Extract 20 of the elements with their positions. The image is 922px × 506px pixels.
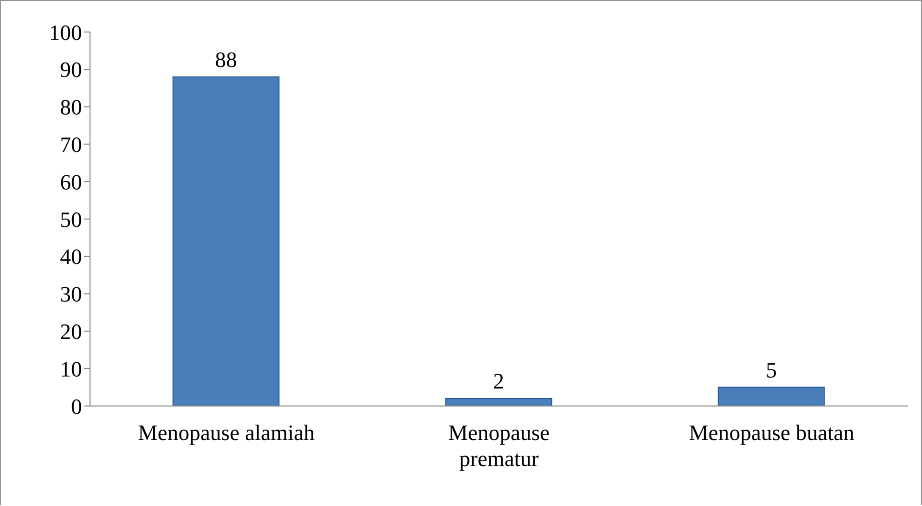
y-tick-label: 50 [60,206,82,232]
y-tick-label: 40 [60,244,82,270]
y-tick-label: 20 [60,319,82,344]
y-tick-label: 30 [60,282,82,307]
data-label: 88 [215,46,237,72]
bar [445,398,552,406]
data-label: 2 [493,368,504,394]
y-tick-label: 10 [60,356,82,382]
y-tick-label: 100 [49,20,82,45]
y-tick-label: 70 [60,132,82,158]
data-label: 5 [766,357,777,382]
x-tick-label: Menopause prematur [448,420,550,471]
y-tick-label: 80 [60,94,82,120]
x-tick-label: Menopause buatan [688,420,854,445]
bar [172,76,280,406]
y-tick-label: 60 [60,169,82,194]
bar [718,386,825,406]
x-tick-label: Menopause alamiah [138,420,315,445]
y-tick-label: 90 [60,57,82,82]
y-tick-label: 0 [71,394,82,419]
